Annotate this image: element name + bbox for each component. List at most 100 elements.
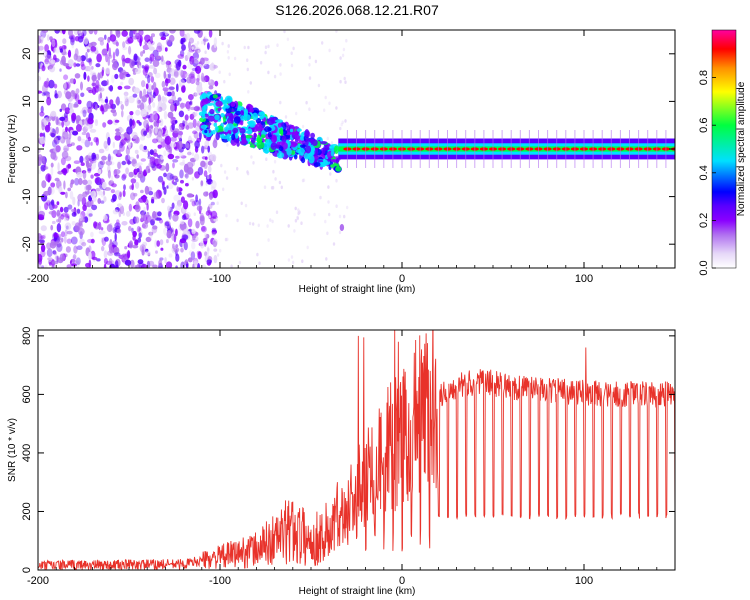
noise-speckle — [111, 74, 115, 84]
noise-speckle — [151, 225, 158, 234]
noise-speckle — [97, 72, 101, 81]
noise-speckle — [134, 163, 141, 168]
noise-speckle — [169, 116, 176, 120]
noise-speckle — [187, 107, 190, 111]
noise-speckle — [163, 89, 168, 96]
noise-speckle — [91, 82, 97, 87]
faint-speckle — [226, 143, 229, 147]
faint-speckle — [279, 72, 282, 76]
noise-speckle — [50, 224, 54, 231]
faint-speckle — [324, 219, 327, 224]
transition-blob — [221, 133, 225, 138]
faint-speckle — [335, 204, 338, 208]
y-tick-label: 800 — [21, 327, 33, 345]
noise-speckle — [38, 148, 41, 154]
noise-speckle — [124, 154, 131, 162]
noise-speckle — [100, 200, 105, 204]
noise-speckle — [82, 191, 88, 198]
transition-blob — [224, 104, 230, 109]
noise-speckle — [60, 103, 67, 111]
y-tick-label: 600 — [21, 385, 33, 403]
faint-speckle — [330, 141, 334, 145]
noise-speckle — [56, 223, 62, 233]
noise-speckle — [95, 79, 100, 89]
snr-series-line — [38, 330, 675, 570]
noise-speckle — [167, 73, 172, 79]
noise-speckle — [166, 172, 174, 181]
noise-speckle — [143, 206, 146, 213]
transition-blob — [264, 126, 271, 133]
noise-speckle — [175, 204, 181, 211]
noise-speckle — [56, 90, 63, 99]
noise-speckle — [126, 134, 130, 140]
noise-speckle — [90, 174, 94, 179]
noise-speckle — [41, 64, 46, 72]
noise-speckle — [169, 30, 176, 34]
noise-speckle — [155, 72, 161, 79]
noise-speckle — [116, 203, 123, 207]
noise-speckle — [77, 136, 82, 142]
noise-speckle — [207, 175, 210, 180]
faint-speckle — [264, 50, 267, 55]
noise-speckle — [156, 42, 162, 50]
faint-speckle — [321, 41, 324, 45]
noise-speckle — [105, 67, 111, 75]
noise-speckle — [64, 155, 72, 162]
noise-speckle — [51, 220, 56, 225]
transition-blob — [240, 106, 244, 111]
noise-speckle — [167, 182, 174, 190]
noise-speckle — [188, 250, 193, 256]
faint-speckle — [278, 180, 282, 185]
noise-speckle — [207, 165, 212, 173]
noise-speckle — [61, 150, 69, 159]
x-tick-label: -200 — [27, 273, 49, 285]
noise-speckle — [100, 237, 104, 243]
noise-speckle — [50, 110, 57, 117]
noise-speckle — [86, 58, 92, 63]
noise-speckle — [48, 79, 55, 89]
noise-speckle — [152, 264, 158, 268]
noise-speckle — [185, 183, 189, 187]
noise-speckle — [91, 204, 98, 211]
transition-blob — [222, 115, 226, 123]
noise-speckle — [83, 119, 88, 127]
noise-speckle — [142, 148, 149, 153]
noise-speckle — [54, 89, 58, 97]
noise-speckle — [161, 95, 165, 102]
noise-speckle — [60, 135, 63, 141]
faint-speckle — [220, 163, 223, 168]
noise-speckle — [173, 194, 181, 202]
noise-speckle — [157, 94, 162, 103]
noise-speckle — [57, 162, 60, 172]
noise-speckle — [194, 92, 199, 96]
faint-speckle — [240, 201, 243, 206]
noise-speckle — [97, 37, 105, 42]
noise-speckle — [47, 65, 54, 69]
faint-speckle — [207, 247, 210, 252]
noise-speckle — [52, 147, 59, 154]
noise-speckle — [117, 85, 123, 90]
transition-blob — [246, 131, 253, 135]
noise-speckle — [134, 239, 139, 247]
noise-speckle — [163, 70, 167, 79]
noise-speckle — [207, 160, 213, 166]
faint-speckle — [332, 242, 336, 246]
transition-blob — [249, 108, 254, 113]
faint-speckle — [252, 222, 255, 226]
noise-speckle — [191, 200, 196, 207]
transition-blob — [299, 144, 307, 148]
noise-speckle — [89, 160, 97, 170]
noise-speckle — [103, 214, 108, 222]
transition-blob — [308, 154, 315, 164]
noise-speckle — [63, 62, 69, 67]
noise-speckle — [86, 160, 90, 169]
transition-blob — [218, 131, 226, 135]
transition-blob — [254, 123, 263, 132]
transition-blob — [232, 127, 239, 134]
noise-speckle — [60, 191, 66, 195]
noise-speckle — [69, 182, 73, 189]
noise-speckle — [83, 71, 87, 80]
transition-blob — [271, 134, 278, 144]
noise-speckle — [66, 238, 73, 244]
noise-speckle — [164, 30, 168, 36]
